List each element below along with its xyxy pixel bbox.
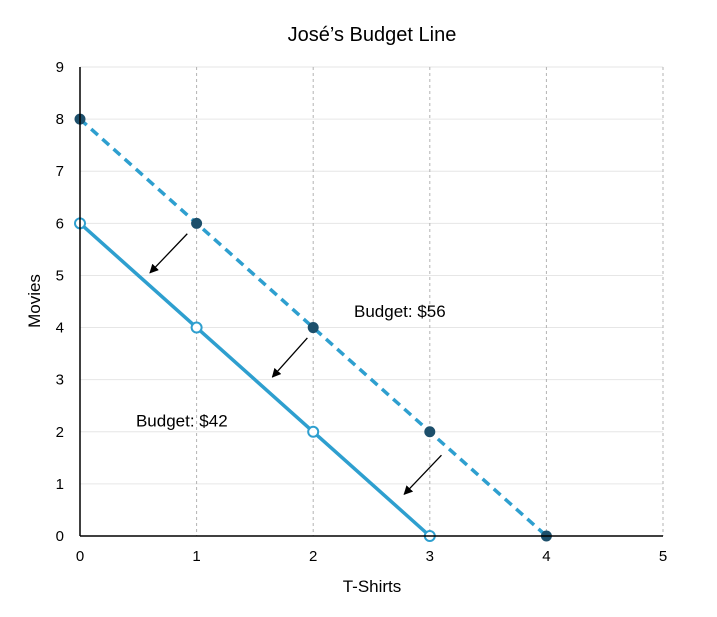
grid: [80, 66, 664, 536]
series-layer: [74, 113, 552, 542]
x-tick-label: 5: [659, 548, 667, 565]
data-point: [191, 217, 203, 229]
y-tick-label: 7: [56, 163, 64, 180]
y-tick-label: 5: [56, 267, 64, 284]
y-tick-label: 1: [56, 476, 64, 493]
data-point: [307, 322, 319, 334]
data-point: [190, 321, 203, 334]
y-axis-label: Movies: [25, 274, 44, 328]
x-axis-label: T-Shirts: [343, 577, 402, 596]
y-tick-label: 8: [56, 111, 64, 128]
shift-arrow: [149, 233, 188, 274]
annotations: Budget: $56 Budget: $42: [136, 233, 446, 495]
shift-arrow: [403, 454, 442, 495]
x-tick-label: 4: [542, 548, 550, 565]
x-tick-label: 2: [309, 548, 317, 565]
y-tick-label: 2: [56, 424, 64, 441]
chart-title: José’s Budget Line: [288, 24, 457, 46]
shift-arrow: [271, 337, 308, 378]
x-tick-label: 3: [426, 548, 434, 565]
x-tick-label: 0: [76, 548, 84, 565]
budget-line-42: [78, 222, 431, 538]
y-tick-label: 0: [56, 528, 64, 545]
axes: [79, 67, 663, 537]
tick-labels: 0 1 2 3 4 5 0 1 2 3 4 5 6 7 8 9: [56, 59, 668, 565]
y-tick-label: 4: [56, 320, 64, 337]
y-tick-label: 6: [56, 215, 64, 232]
data-point: [307, 425, 320, 438]
budget-label: Budget: $56: [354, 302, 446, 321]
data-point: [424, 426, 436, 438]
y-tick-label: 3: [56, 372, 64, 389]
x-tick-label: 1: [192, 548, 200, 565]
budget-label: Budget: $42: [136, 412, 228, 431]
y-tick-label: 9: [56, 59, 64, 76]
